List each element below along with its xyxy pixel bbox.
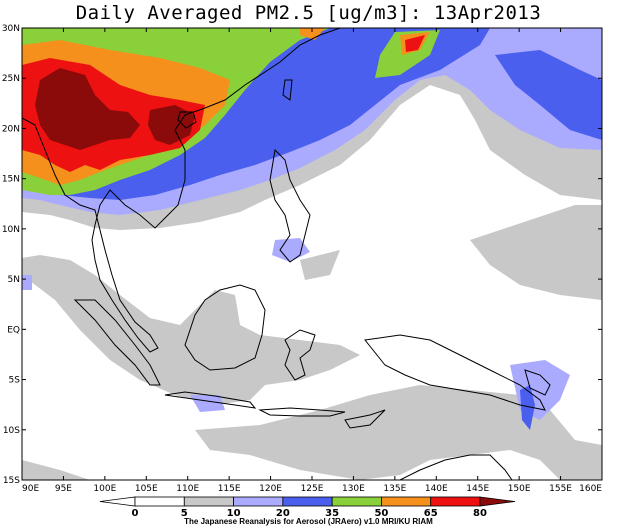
band-darkred bbox=[148, 105, 195, 145]
band-darkred bbox=[35, 68, 140, 150]
lon-label: 110E bbox=[176, 484, 199, 494]
band-orange bbox=[300, 28, 325, 40]
colorbar-box bbox=[233, 496, 284, 507]
coastline-newguinea bbox=[364, 334, 546, 411]
coastline-australia bbox=[399, 454, 513, 480]
band-grey bbox=[22, 460, 90, 480]
band-blue bbox=[495, 50, 602, 140]
credit-text: The Japanese Reanalysis for Aerosol (JRA… bbox=[184, 517, 433, 526]
coastline-png-islands bbox=[524, 369, 551, 396]
lat-label: 5N bbox=[8, 275, 20, 285]
coastline-mainland bbox=[22, 28, 341, 353]
coastline-taiwan bbox=[282, 79, 293, 101]
lon-label: 160E bbox=[579, 484, 602, 494]
band-red bbox=[405, 35, 425, 52]
concentration-field bbox=[22, 28, 602, 480]
colorbar-tick-label: 50 bbox=[374, 508, 388, 519]
lat-label: 15N bbox=[2, 175, 20, 185]
coastlines bbox=[22, 28, 551, 480]
band-grey bbox=[300, 250, 340, 280]
coastline-java bbox=[164, 391, 257, 409]
colorbar-box bbox=[183, 496, 234, 507]
lat-label: 25N bbox=[2, 74, 20, 84]
colorbar-tick-label: 35 bbox=[325, 508, 339, 519]
band-lightblue bbox=[22, 275, 32, 290]
colorbar-box bbox=[282, 496, 333, 507]
colorbar-tick-label: 10 bbox=[227, 508, 241, 519]
band-lightblue bbox=[272, 238, 310, 262]
colorbar-box bbox=[430, 496, 481, 507]
colorbar-tick-label: 80 bbox=[473, 508, 487, 519]
colorbar-box bbox=[134, 496, 185, 507]
coastline-philippines bbox=[269, 148, 311, 263]
colorbar-box bbox=[331, 496, 382, 507]
colorbar-box bbox=[381, 496, 432, 507]
lon-label: 100E bbox=[93, 484, 116, 494]
lon-label: 135E bbox=[383, 484, 406, 494]
coastline-hainan bbox=[177, 111, 197, 129]
coastline-sumatra bbox=[73, 299, 161, 386]
colorbar-tick-label: 5 bbox=[181, 508, 188, 519]
lon-label: 115E bbox=[218, 484, 241, 494]
band-grey bbox=[470, 205, 602, 300]
lon-label: 140E bbox=[425, 484, 448, 494]
lon-label: 145E bbox=[466, 484, 489, 494]
band-blue bbox=[520, 385, 535, 430]
colorbar-left-arrow bbox=[99, 496, 136, 507]
coastline-borneo bbox=[184, 284, 266, 371]
colorbar: 0 5 10 20 35 50 65 80 bbox=[99, 496, 516, 519]
colorbar-tick-label: 0 bbox=[132, 508, 139, 519]
coastline-sulawesi bbox=[284, 329, 316, 381]
lon-label: 150E bbox=[508, 484, 531, 494]
band-grey bbox=[195, 385, 602, 480]
lon-label: 130E bbox=[342, 484, 365, 494]
lat-label: 10N bbox=[2, 225, 20, 235]
map-title: Daily Averaged PM2.5 [ug/m3]: 13Apr2013 bbox=[75, 2, 542, 24]
coastline-lesser-sunda bbox=[258, 407, 346, 417]
lon-label: 90E bbox=[22, 484, 39, 494]
lat-label: 15S bbox=[3, 476, 20, 486]
lat-label: 30N bbox=[2, 24, 20, 34]
band-lightblue bbox=[190, 395, 225, 412]
colorbar-tick-label: 20 bbox=[276, 508, 290, 519]
lon-label: 120E bbox=[259, 484, 282, 494]
lat-label: EQ bbox=[7, 325, 20, 335]
band-grey bbox=[22, 255, 360, 405]
lat-label: 10S bbox=[3, 426, 20, 436]
lat-label: 5S bbox=[9, 376, 21, 386]
lon-label: 125E bbox=[301, 484, 324, 494]
coastline-timor bbox=[344, 409, 386, 429]
colorbar-right-arrow bbox=[479, 496, 516, 507]
colorbar-tick-label: 65 bbox=[424, 508, 438, 519]
lon-label: 105E bbox=[135, 484, 158, 494]
lon-label: 155E bbox=[549, 484, 572, 494]
lat-label: 20N bbox=[2, 124, 20, 134]
lon-label: 95E bbox=[55, 484, 72, 494]
